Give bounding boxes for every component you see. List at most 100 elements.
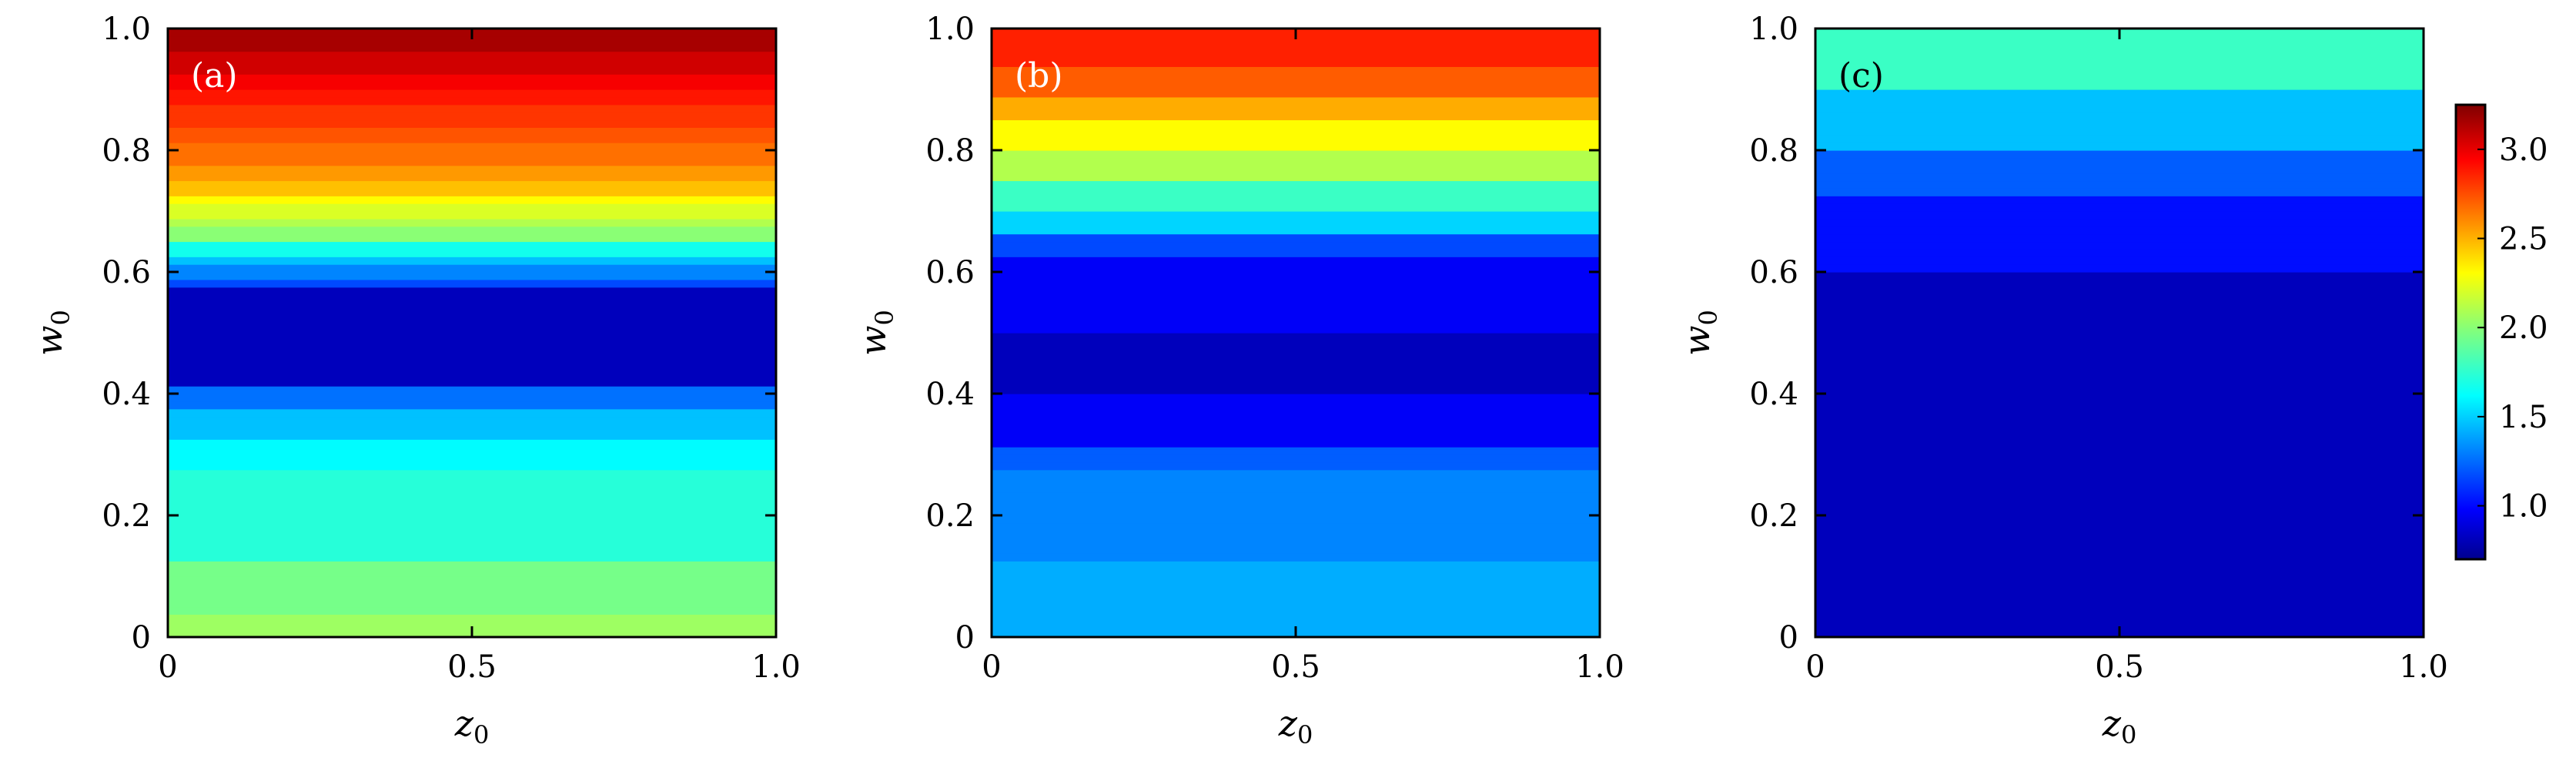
heatmap-row — [168, 591, 776, 600]
heatmap-row — [992, 431, 1600, 440]
heatmap-row — [1815, 257, 2424, 265]
heatmap-row — [992, 378, 1600, 387]
heatmap-row — [168, 287, 776, 296]
heatmap-row — [168, 461, 776, 471]
heatmap-row — [168, 127, 776, 136]
heatmap-row — [168, 522, 776, 532]
y-tick-label: 0.6 — [1749, 255, 1798, 290]
heatmap-row — [1815, 43, 2424, 52]
heatmap-row — [168, 310, 776, 318]
heatmap-row — [168, 272, 776, 280]
heatmap-row — [1815, 127, 2424, 136]
heatmap-row — [168, 500, 776, 508]
heatmap-row — [168, 371, 776, 379]
heatmap-row — [992, 257, 1600, 265]
heatmap-row — [992, 150, 1600, 159]
heatmap-row — [168, 203, 776, 212]
heatmap-row — [1815, 157, 2424, 166]
colorbar-gradient — [2454, 103, 2487, 561]
heatmap-row — [168, 51, 776, 60]
y-tick-label: 0.8 — [925, 133, 975, 169]
heatmap-row — [168, 257, 776, 265]
y-axis-label-a-main: w — [28, 325, 70, 355]
heatmap-row — [168, 553, 776, 562]
heatmap-row — [1815, 150, 2424, 159]
heatmap-row — [992, 51, 1600, 60]
y-tick-label: 0.2 — [102, 498, 151, 534]
heatmap-row — [168, 173, 776, 182]
heatmap-row — [168, 340, 776, 349]
heatmap-row — [992, 622, 1600, 630]
heatmap-row — [992, 35, 1600, 45]
heatmap-row — [992, 583, 1600, 592]
heatmap-row — [992, 196, 1600, 204]
y-tick-label: 0.4 — [1749, 377, 1798, 412]
heatmap-row — [992, 515, 1600, 524]
heatmap-row — [1815, 522, 2424, 532]
panel-label-c: (c) — [1838, 56, 1884, 96]
y-tick-label: 1.0 — [102, 12, 151, 47]
heatmap-row — [1815, 508, 2424, 516]
heatmap-row — [992, 394, 1600, 402]
heatmap-row — [992, 500, 1600, 508]
heatmap-row — [1815, 35, 2424, 45]
heatmap-row — [992, 127, 1600, 136]
heatmap-row — [1815, 568, 2424, 577]
heatmap-row — [992, 211, 1600, 220]
heatmap-row — [1815, 325, 2424, 334]
x-tick-label: 0.5 — [447, 649, 497, 685]
heatmap-row — [992, 173, 1600, 182]
panel-a: (a) 0 0.5 1.000.20.40.60.81.0 z0 w0 — [28, 12, 801, 750]
heatmap-row — [1815, 378, 2424, 387]
heatmap-row — [992, 180, 1600, 189]
x-axis-label-c-sub: 0 — [2121, 720, 2136, 750]
heatmap-row — [168, 561, 776, 569]
heatmap-row — [1815, 599, 2424, 608]
heatmap-row — [1815, 606, 2424, 615]
heatmap-row — [1815, 165, 2424, 174]
heatmap-row — [168, 622, 776, 630]
heatmap-row — [168, 386, 776, 394]
heatmap-row — [992, 477, 1600, 486]
heatmap-row — [992, 43, 1600, 52]
heatmap-row — [992, 188, 1600, 196]
y-tick-label: 0.8 — [102, 133, 151, 169]
heatmap-row — [1815, 394, 2424, 402]
heatmap-row — [992, 218, 1600, 227]
x-tick-label: 0 — [1805, 649, 1825, 685]
heatmap-row — [1815, 469, 2424, 478]
heatmap-row — [992, 333, 1600, 341]
heatmap-row — [1815, 287, 2424, 296]
colorbar-tick-label: 1.5 — [2499, 400, 2548, 435]
heatmap-row — [992, 401, 1600, 410]
heatmap-row — [1815, 454, 2424, 463]
heatmap-row — [1815, 408, 2424, 418]
x-axis-label-c-main: z — [2102, 703, 2122, 744]
heatmap-row — [1815, 355, 2424, 364]
heatmap-row — [992, 386, 1600, 394]
heatmap-row — [1815, 424, 2424, 432]
heatmap-row — [168, 89, 776, 98]
heatmap-row — [992, 576, 1600, 585]
heatmap-row — [1815, 143, 2424, 151]
heatmap-row — [1815, 447, 2424, 455]
panel-label-b: (b) — [1015, 56, 1063, 96]
heatmap-row — [992, 363, 1600, 371]
y-tick-label: 0 — [955, 620, 975, 656]
heatmap-row — [168, 347, 776, 357]
x-axis-label-a: z0 — [454, 703, 490, 750]
colorbar-ticks: 1.0 1.5 2.0 2.5 3.0 — [2477, 132, 2548, 525]
heatmap-row — [168, 233, 776, 243]
heatmap-row — [1815, 416, 2424, 425]
heatmap-row — [168, 401, 776, 410]
heatmap-row — [168, 614, 776, 622]
heatmap-row — [992, 439, 1600, 448]
heatmap-row — [168, 317, 776, 326]
x-axis-label-a-sub: 0 — [473, 720, 489, 750]
heatmap-row — [992, 530, 1600, 539]
heatmap-row — [1815, 180, 2424, 189]
heatmap-row — [1815, 294, 2424, 304]
heatmap-row — [168, 568, 776, 577]
heatmap-row — [1815, 500, 2424, 508]
